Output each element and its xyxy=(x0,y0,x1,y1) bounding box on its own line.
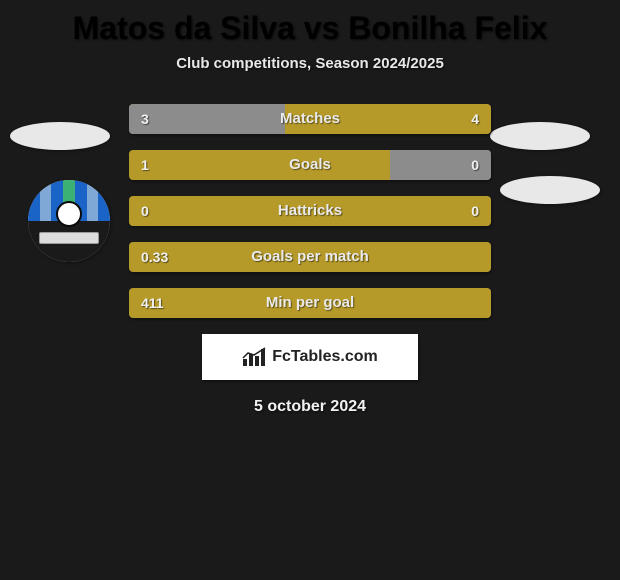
watermark-text: FcTables.com xyxy=(272,348,378,366)
stats-container: 34Matches 10Goals 00Hattricks 0.33Goals per… xyxy=(129,104,491,318)
stat-label: Goals per match xyxy=(129,242,491,272)
stat-label: Min per goal xyxy=(129,288,491,318)
date-text: 5 october 2024 xyxy=(0,398,620,416)
stat-row: 411Min per goal xyxy=(129,288,491,318)
bar-chart-icon xyxy=(242,347,266,367)
player2-club-placeholder xyxy=(500,176,600,204)
stat-row: 34Matches xyxy=(129,104,491,134)
player2-name: Bonilha Felix xyxy=(348,10,547,46)
stat-label: Goals xyxy=(129,150,491,180)
player1-club-badge xyxy=(28,180,110,262)
stat-row: 00Hattricks xyxy=(129,196,491,226)
subtitle: Club competitions, Season 2024/2025 xyxy=(0,55,620,72)
stat-row: 10Goals xyxy=(129,150,491,180)
football-icon xyxy=(56,201,82,227)
player2-photo-placeholder xyxy=(490,122,590,150)
vs-text: vs xyxy=(304,10,340,46)
stat-row: 0.33Goals per match xyxy=(129,242,491,272)
watermark: FcTables.com xyxy=(202,334,418,380)
player1-name: Matos da Silva xyxy=(73,10,295,46)
club-ribbon xyxy=(39,232,99,244)
player1-photo-placeholder xyxy=(10,122,110,150)
stat-label: Hattricks xyxy=(129,196,491,226)
comparison-title: Matos da Silva vs Bonilha Felix xyxy=(0,0,620,47)
stat-label: Matches xyxy=(129,104,491,134)
